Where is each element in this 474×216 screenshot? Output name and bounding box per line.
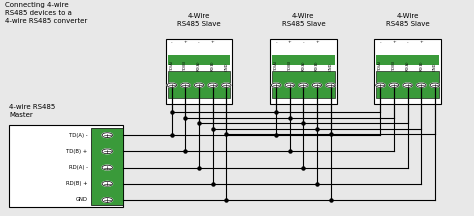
Text: RD(A): RD(A): [197, 61, 201, 71]
Circle shape: [299, 83, 308, 87]
Text: GND: GND: [433, 63, 437, 71]
Text: +: +: [211, 40, 215, 44]
Text: RD(A): RD(A): [301, 61, 305, 71]
Circle shape: [167, 83, 177, 87]
Bar: [270, 39, 337, 104]
Bar: [91, 128, 123, 205]
Text: Connecting 4-wire
RS485 devices to a
4-wire RS485 converter: Connecting 4-wire RS485 devices to a 4-w…: [5, 2, 87, 24]
Text: TD(B): TD(B): [183, 61, 188, 71]
Text: RD(B): RD(B): [210, 61, 215, 71]
Text: TD(A): TD(A): [378, 61, 383, 71]
Circle shape: [312, 83, 322, 87]
Text: -: -: [407, 40, 409, 44]
Text: -: -: [171, 40, 173, 44]
Text: TD(A): TD(A): [170, 61, 174, 71]
Text: GND: GND: [76, 197, 88, 202]
Text: RD(A) -: RD(A) -: [69, 165, 88, 170]
Bar: [9, 125, 123, 207]
Text: TD(B): TD(B): [392, 61, 396, 71]
Text: 4-wire RS485
Master: 4-wire RS485 Master: [9, 104, 56, 118]
Circle shape: [102, 133, 112, 138]
Text: TD(A): TD(A): [274, 61, 278, 71]
Bar: [166, 39, 232, 104]
Circle shape: [102, 165, 112, 170]
Circle shape: [208, 83, 218, 87]
Circle shape: [376, 83, 385, 87]
Circle shape: [102, 149, 112, 154]
Bar: [272, 71, 335, 98]
Text: +: +: [419, 40, 423, 44]
Text: -: -: [302, 40, 304, 44]
Text: +: +: [288, 40, 292, 44]
Circle shape: [181, 83, 190, 87]
Text: 4-Wire
RS485 Slave: 4-Wire RS485 Slave: [282, 13, 325, 27]
Text: +: +: [183, 40, 187, 44]
Circle shape: [194, 83, 204, 87]
Text: TD(A) -: TD(A) -: [69, 133, 88, 138]
Text: 4-Wire
RS485 Slave: 4-Wire RS485 Slave: [386, 13, 429, 27]
Text: GND: GND: [224, 63, 228, 71]
Circle shape: [430, 83, 439, 87]
Text: RD(A): RD(A): [406, 61, 410, 71]
Circle shape: [102, 198, 112, 202]
Circle shape: [417, 83, 426, 87]
Text: TD(B) +: TD(B) +: [66, 149, 88, 154]
Circle shape: [272, 83, 281, 87]
Bar: [168, 55, 230, 65]
Text: RD(B) +: RD(B) +: [66, 181, 88, 186]
Circle shape: [285, 83, 294, 87]
Text: RD(B): RD(B): [419, 61, 423, 71]
Text: RD(B): RD(B): [315, 61, 319, 71]
Circle shape: [403, 83, 412, 87]
Text: GND: GND: [328, 63, 333, 71]
Bar: [376, 71, 439, 98]
Bar: [376, 55, 439, 65]
Circle shape: [102, 181, 112, 186]
Bar: [272, 55, 335, 65]
Text: TD(B): TD(B): [288, 61, 292, 71]
Bar: [374, 39, 441, 104]
Text: -: -: [198, 40, 200, 44]
Text: 4-Wire
RS485 Slave: 4-Wire RS485 Slave: [177, 13, 221, 27]
Circle shape: [389, 83, 399, 87]
Text: +: +: [315, 40, 319, 44]
Text: -: -: [380, 40, 381, 44]
Circle shape: [221, 83, 231, 87]
Text: +: +: [392, 40, 396, 44]
Text: -: -: [275, 40, 277, 44]
Circle shape: [326, 83, 335, 87]
Bar: [168, 71, 230, 98]
